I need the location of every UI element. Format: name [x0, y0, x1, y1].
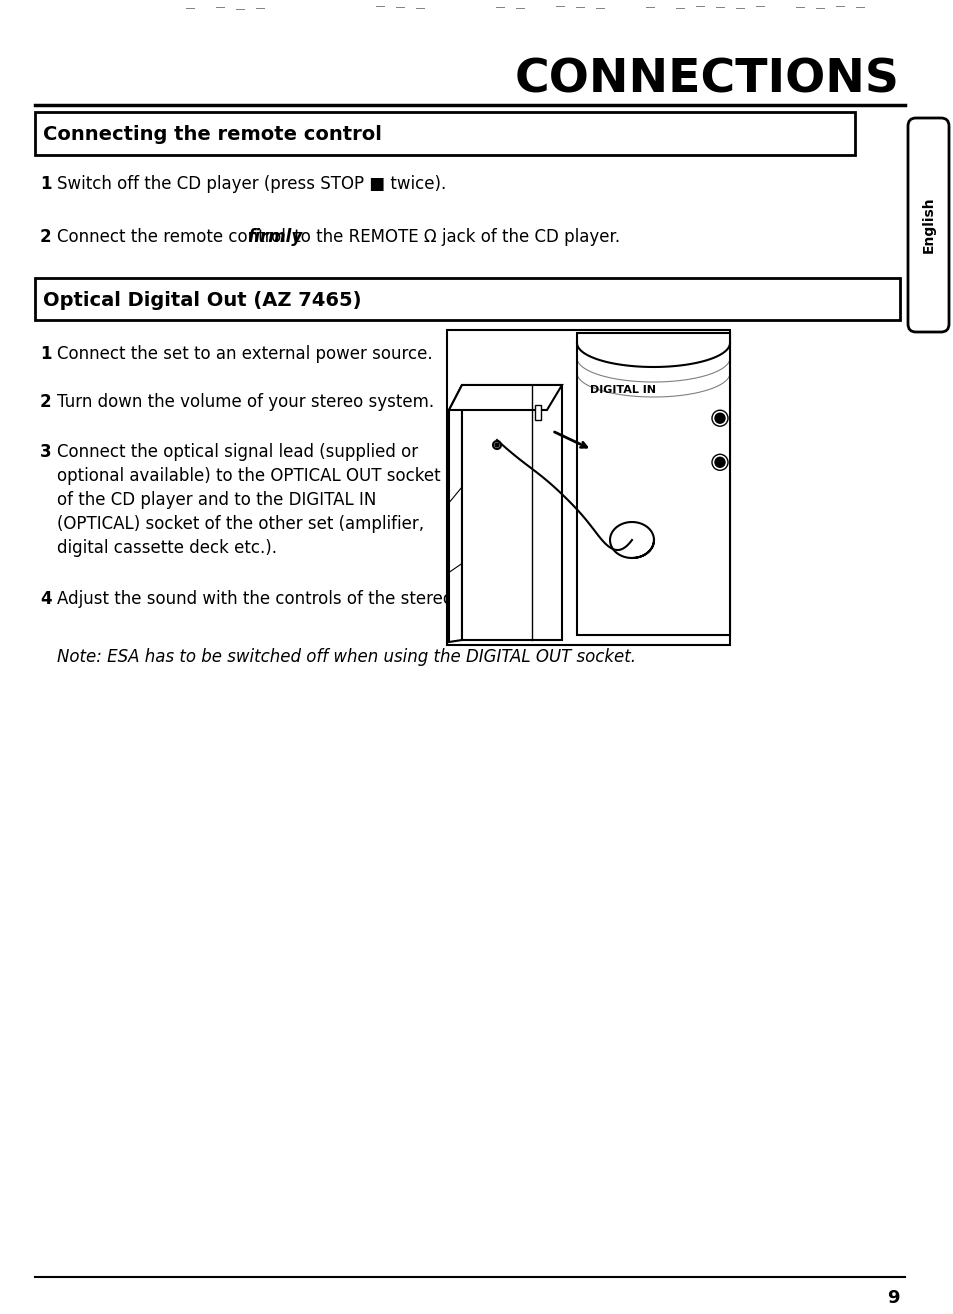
Text: 1: 1 [40, 346, 51, 363]
Text: 3: 3 [40, 443, 51, 461]
Text: CONNECTIONS: CONNECTIONS [515, 58, 899, 102]
Text: firmly: firmly [247, 229, 302, 246]
Circle shape [714, 457, 724, 468]
Text: English: English [921, 197, 935, 254]
Text: optional available) to the OPTICAL OUT socket: optional available) to the OPTICAL OUT s… [57, 466, 440, 485]
Text: Optical Digital Out (AZ 7465): Optical Digital Out (AZ 7465) [43, 290, 361, 310]
Text: to the REMOTE Ω jack of the CD player.: to the REMOTE Ω jack of the CD player. [289, 229, 619, 246]
Text: Connecting the remote control: Connecting the remote control [43, 125, 381, 143]
Bar [461, 385, 561, 640]
Bar [35, 279, 899, 321]
FancyBboxPatch shape [907, 118, 948, 332]
Text: 2: 2 [40, 393, 51, 411]
Text: digital cassette deck etc.).: digital cassette deck etc.). [57, 539, 276, 557]
Polygon shape [449, 385, 461, 643]
Text: Connect the remote control: Connect the remote control [57, 229, 291, 246]
Circle shape [495, 443, 498, 447]
Text: Turn down the volume of your stereo system.: Turn down the volume of your stereo syst… [57, 393, 434, 411]
Text: DIGITAL IN: DIGITAL IN [589, 385, 656, 396]
Bar [35, 112, 854, 155]
Text: 9: 9 [886, 1289, 899, 1307]
Circle shape [714, 413, 724, 423]
Polygon shape [449, 385, 561, 410]
Text: 1: 1 [40, 175, 51, 193]
Text: Connect the set to an external power source.: Connect the set to an external power sou… [57, 346, 432, 363]
Bar [535, 405, 540, 420]
Text: 4: 4 [40, 590, 51, 608]
Text: Adjust the sound with the controls of the stereo system.: Adjust the sound with the controls of th… [57, 590, 523, 608]
Text: 2: 2 [40, 229, 51, 246]
Text: of the CD player and to the DIGITAL IN: of the CD player and to the DIGITAL IN [57, 491, 376, 509]
Bar [577, 332, 729, 635]
Text: (OPTICAL) socket of the other set (amplifier,: (OPTICAL) socket of the other set (ampli… [57, 515, 424, 533]
Text: Connect the optical signal lead (supplied or: Connect the optical signal lead (supplie… [57, 443, 417, 461]
Bar [447, 330, 729, 645]
Text: Switch off the CD player (press STOP ■ twice).: Switch off the CD player (press STOP ■ t… [57, 175, 446, 193]
Text: Note: ESA has to be switched off when using the DIGITAL OUT socket.: Note: ESA has to be switched off when us… [57, 648, 636, 666]
